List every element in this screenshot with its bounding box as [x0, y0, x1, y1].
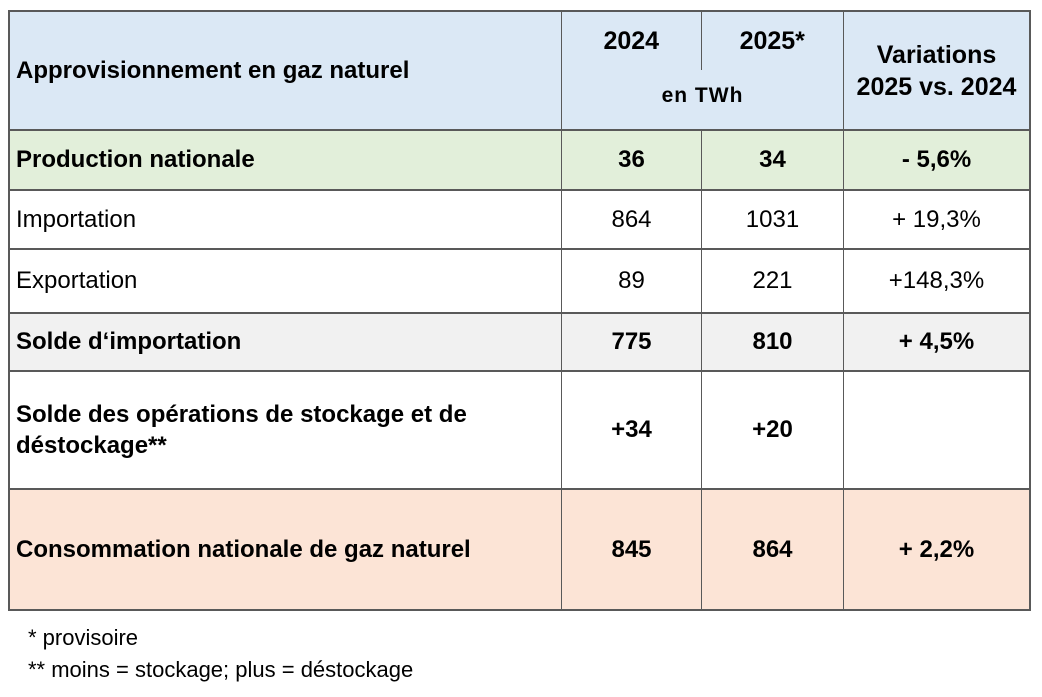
unit-label: en TWh: [661, 83, 744, 107]
variations-header-line2: 2025 vs. 2024: [856, 72, 1017, 101]
value-2025: 221: [702, 250, 844, 312]
table-row-production-nationale: Production nationale 36 34 - 5,6%: [10, 129, 1029, 189]
row-label: Consommation nationale de gaz naturel: [10, 490, 562, 609]
footnotes: * provisoire ** moins = stockage; plus =…: [28, 622, 413, 686]
row-label: Solde d‘importation: [10, 314, 562, 370]
value-2024: 864: [562, 191, 702, 248]
years-header-cell: 2024 2025* en TWh: [562, 12, 844, 129]
table-row-solde-importation: Solde d‘importation 775 810 + 4,5%: [10, 312, 1029, 370]
value-variation: - 5,6%: [901, 146, 972, 173]
row-label: Importation: [10, 191, 562, 248]
footnote-stockage: ** moins = stockage; plus = déstockage: [28, 657, 414, 682]
variations-header-line1: Variations: [876, 40, 997, 69]
value-2024: +34: [562, 372, 702, 488]
value-2024: 89: [562, 250, 702, 312]
value-2025: 810: [702, 314, 844, 370]
value-variation: + 2,2%: [898, 535, 975, 563]
table-row-solde-stockage: Solde des opérations de stockage et de d…: [10, 370, 1029, 488]
header-row: Approvisionnement en gaz naturel 2024 20…: [10, 12, 1029, 129]
footnote-provisoire: * provisoire: [28, 625, 139, 650]
table-row-consommation-nationale: Consommation nationale de gaz naturel 84…: [10, 488, 1029, 609]
value-variation: +148,3%: [888, 267, 985, 294]
value-2024: 845: [562, 490, 702, 609]
value-2025: 864: [702, 490, 844, 609]
year-2025-header: 2025*: [739, 26, 805, 55]
table-row-importation: Importation 864 1031 + 19,3%: [10, 189, 1029, 248]
row-label: Exportation: [10, 250, 562, 312]
value-2025: +20: [702, 372, 844, 488]
gas-supply-table: Approvisionnement en gaz naturel 2024 20…: [8, 10, 1031, 611]
value-2024: 36: [562, 131, 702, 189]
row-label: Production nationale: [10, 131, 562, 189]
table-title: Approvisionnement en gaz naturel: [16, 56, 410, 84]
year-2024-header: 2024: [562, 12, 702, 70]
table-title-cell: Approvisionnement en gaz naturel: [10, 12, 562, 129]
value-2024: 775: [562, 314, 702, 370]
variations-header: Variations 2025 vs. 2024: [844, 12, 1029, 129]
years-row: 2024 2025*: [562, 12, 843, 70]
value-variation: [844, 372, 1029, 488]
value-2025: 1031: [702, 191, 844, 248]
value-2025: 34: [702, 131, 844, 189]
table-row-exportation: Exportation 89 221 +148,3%: [10, 248, 1029, 312]
value-variation: + 4,5%: [898, 328, 975, 355]
row-label: Solde des opérations de stockage et de d…: [10, 372, 562, 488]
value-variation: + 19,3%: [892, 205, 981, 233]
